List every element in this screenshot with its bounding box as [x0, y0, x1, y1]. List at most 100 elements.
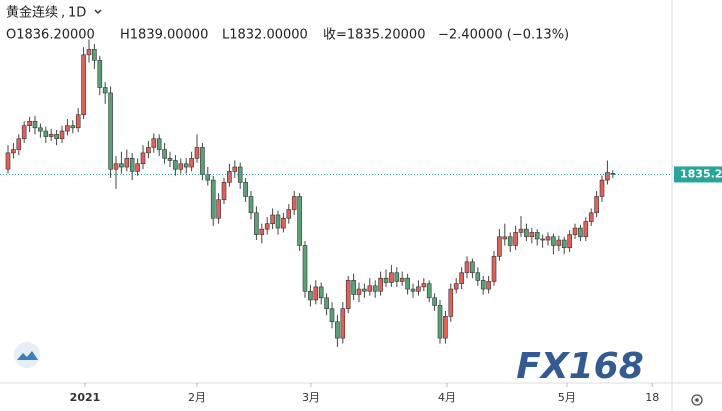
candle-body: [529, 232, 535, 238]
candle-body: [113, 163, 119, 170]
candle-body: [405, 277, 410, 290]
last-price-box: [674, 166, 722, 183]
candle-body: [340, 308, 346, 339]
candle-body: [302, 245, 308, 292]
candle-body: [513, 232, 518, 246]
x-tick-label: 2月: [188, 391, 206, 404]
candle-body: [372, 285, 378, 292]
candle-body: [524, 228, 529, 238]
candle-body: [227, 171, 232, 183]
candle-body: [281, 217, 286, 229]
candle-body: [399, 277, 405, 282]
candle-body: [108, 92, 113, 170]
candle-body: [75, 114, 81, 129]
quote-change: −2.40000 (−0.13%): [438, 28, 569, 43]
candle-body: [297, 196, 302, 246]
candle-body: [362, 288, 367, 292]
candle-body: [491, 256, 497, 282]
interval[interactable]: 1D: [68, 6, 86, 21]
candle-body: [534, 232, 540, 240]
candle-body: [367, 285, 373, 292]
candle-body: [200, 147, 205, 175]
candle-body: [448, 288, 454, 317]
candle-body: [318, 286, 324, 299]
candle-body: [210, 179, 216, 219]
gear[interactable]: [691, 394, 703, 406]
candle-body: [135, 163, 140, 172]
quote-close: 收=1835.20000: [323, 28, 425, 43]
candle-body: [248, 196, 254, 214]
candle-body: [551, 236, 556, 246]
candle-body: [572, 227, 578, 235]
candle-body: [410, 288, 416, 292]
candle-body: [65, 125, 70, 132]
candle-body: [48, 134, 54, 137]
candle-body: [459, 272, 464, 284]
candle-body: [507, 236, 513, 246]
logo-bg[interactable]: [14, 342, 40, 368]
candle-body: [254, 212, 259, 235]
candle-body: [540, 238, 545, 241]
candle-body: [443, 316, 448, 339]
candle-body: [588, 212, 594, 222]
tv-logo[interactable]: [14, 342, 40, 368]
candle-body: [59, 130, 65, 140]
candle-body: [426, 283, 432, 299]
candle-body: [594, 196, 599, 214]
quote-low: L1832.00000: [222, 28, 308, 43]
candle-body: [605, 172, 610, 181]
candle-body: [416, 286, 421, 292]
candle-body: [356, 288, 362, 295]
candle-body: [421, 283, 427, 288]
candle-body: [5, 152, 11, 170]
candle-body: [329, 308, 335, 323]
dropdown-chevron[interactable]: [94, 9, 102, 14]
candle-body: [345, 280, 351, 309]
candle-body: [178, 163, 184, 170]
symbol[interactable]: 黄金连续: [6, 5, 58, 21]
quote-open: O1836.20000: [6, 28, 95, 43]
logo-mark[interactable]: [17, 351, 38, 360]
candle-body: [216, 199, 221, 219]
candle-body: [173, 160, 178, 170]
gear-hub[interactable]: [695, 398, 699, 402]
candle-body: [70, 125, 76, 129]
candle-body: [43, 130, 49, 137]
candle-body: [162, 149, 167, 159]
candle-body: [97, 59, 103, 88]
candle-body: [497, 236, 502, 257]
candle-body: [259, 228, 265, 235]
candle-body: [561, 239, 567, 248]
candle-body: [21, 125, 27, 140]
candle-body: [232, 166, 238, 172]
candle-body: [335, 321, 340, 339]
candle-body: [286, 209, 292, 219]
candle-body: [146, 147, 151, 154]
candle-body: [81, 54, 86, 116]
candle-body: [32, 120, 38, 129]
candle-body: [394, 272, 400, 282]
last-price-label: 1835.20: [680, 167, 722, 180]
candle-body: [502, 236, 508, 240]
candle-body: [351, 280, 356, 295]
candle-body: [583, 221, 589, 238]
quote-high: H1839.00000: [120, 28, 208, 43]
candle-body: [518, 228, 524, 233]
candle-body: [486, 281, 491, 290]
candle-body: [221, 181, 227, 201]
candle-body: [545, 236, 551, 241]
separator: ,: [61, 6, 65, 21]
settings-icon[interactable]: [691, 394, 703, 406]
candle-body: [183, 163, 189, 168]
candle-body: [189, 158, 194, 168]
candle-body: [205, 174, 211, 181]
candle-body: [264, 223, 270, 230]
candle-body: [567, 234, 572, 248]
x-tick-label: 3月: [302, 391, 320, 404]
candle-body: [599, 179, 605, 197]
candle-body: [378, 277, 383, 292]
candle-body: [578, 227, 583, 238]
x-tick-label: 4月: [438, 391, 456, 404]
